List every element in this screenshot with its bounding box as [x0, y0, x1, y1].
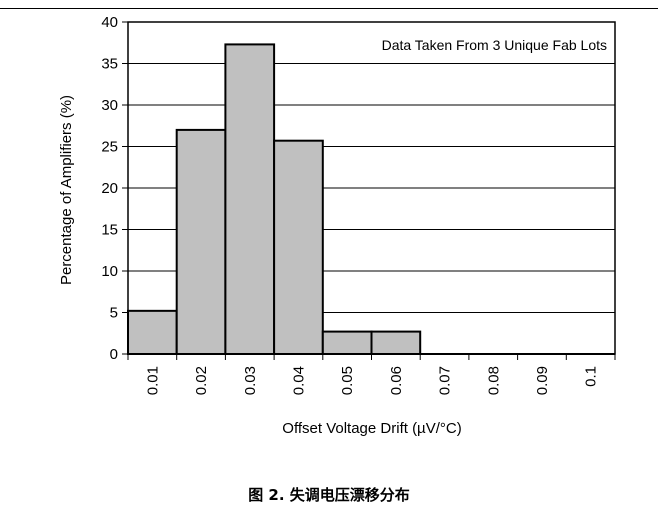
x-tick-label: 0.07 — [437, 366, 454, 395]
x-tick-label: 0.04 — [290, 366, 307, 395]
y-tick-label: 10 — [101, 263, 118, 280]
x-tick-labels: 0.01 0.02 0.03 0.04 0.05 0.06 0.07 0.08 0.09 0.1 — [144, 366, 599, 395]
y-tick-label: 15 — [101, 222, 118, 239]
x-axis-label: Offset Voltage Drift (µV/°C) — [282, 420, 461, 437]
x-tick-label: 0.05 — [339, 366, 356, 395]
x-tick-label: 0.08 — [485, 366, 502, 395]
bars — [127, 43, 422, 355]
bar-0.02 — [175, 128, 227, 355]
y-tick-label: 25 — [101, 139, 118, 156]
x-tick-label: 0.06 — [388, 366, 405, 395]
y-tick-label: 40 — [101, 14, 118, 31]
bar-0.05 — [321, 330, 373, 355]
y-tick-label: 30 — [101, 97, 118, 114]
y-tick-labels: 0 5 10 15 20 25 30 35 40 — [101, 14, 118, 363]
figure-caption: 图 2. 失调电压漂移分布 — [248, 486, 410, 504]
axes — [122, 21, 616, 360]
y-tick-label: 35 — [101, 56, 118, 73]
y-axis-label: Percentage of Amplifiers (%) — [58, 95, 75, 285]
bar-0.04 — [273, 139, 324, 355]
y-tick-label: 20 — [101, 180, 118, 197]
y-tick-label: 0 — [110, 346, 118, 363]
x-tick-label: 0.09 — [534, 366, 551, 395]
x-tick-label: 0.1 — [583, 366, 600, 387]
x-tick-label: 0.02 — [193, 366, 210, 395]
x-tick-label: 0.01 — [144, 366, 161, 395]
bar-0.03 — [224, 43, 276, 355]
y-tick-label: 5 — [110, 305, 118, 322]
top-rule — [0, 8, 658, 9]
x-tick-label: 0.03 — [242, 366, 259, 395]
chart-annotation: Data Taken From 3 Unique Fab Lots — [382, 37, 607, 53]
bar-0.06 — [370, 330, 422, 355]
bar-0.01 — [127, 309, 178, 355]
